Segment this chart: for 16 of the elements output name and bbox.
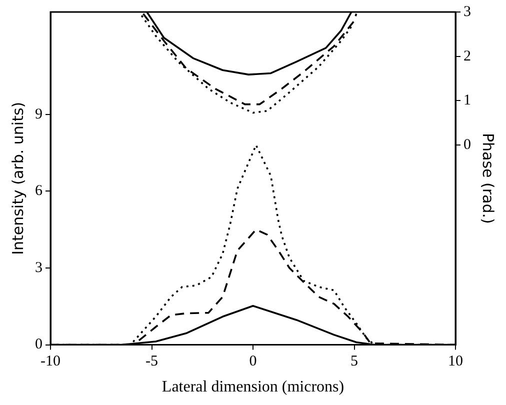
y2-axis-title: Phase (rad.) [479, 132, 498, 224]
y-tick-label: 3 [35, 260, 42, 276]
x-tick-label: -5 [146, 354, 158, 370]
y2-tick-label: 2 [464, 48, 471, 64]
x-axis-title: Lateral dimension (microns) [162, 378, 344, 396]
y-axis-title: Intensity (arb. units) [8, 102, 27, 255]
y2-tick-label: 3 [464, 4, 471, 20]
x-tick-label: 5 [350, 354, 358, 370]
x-tick-label: -10 [40, 354, 60, 370]
y-tick-label: 0 [35, 336, 42, 353]
y2-tick-label: 1 [464, 92, 471, 109]
y2-tick-label: 0 [464, 137, 471, 154]
x-tick-label: 0 [249, 354, 257, 370]
y-tick-label: 6 [35, 183, 43, 200]
y-tick-label: 9 [35, 106, 42, 122]
x-tick-label: 10 [448, 354, 463, 370]
